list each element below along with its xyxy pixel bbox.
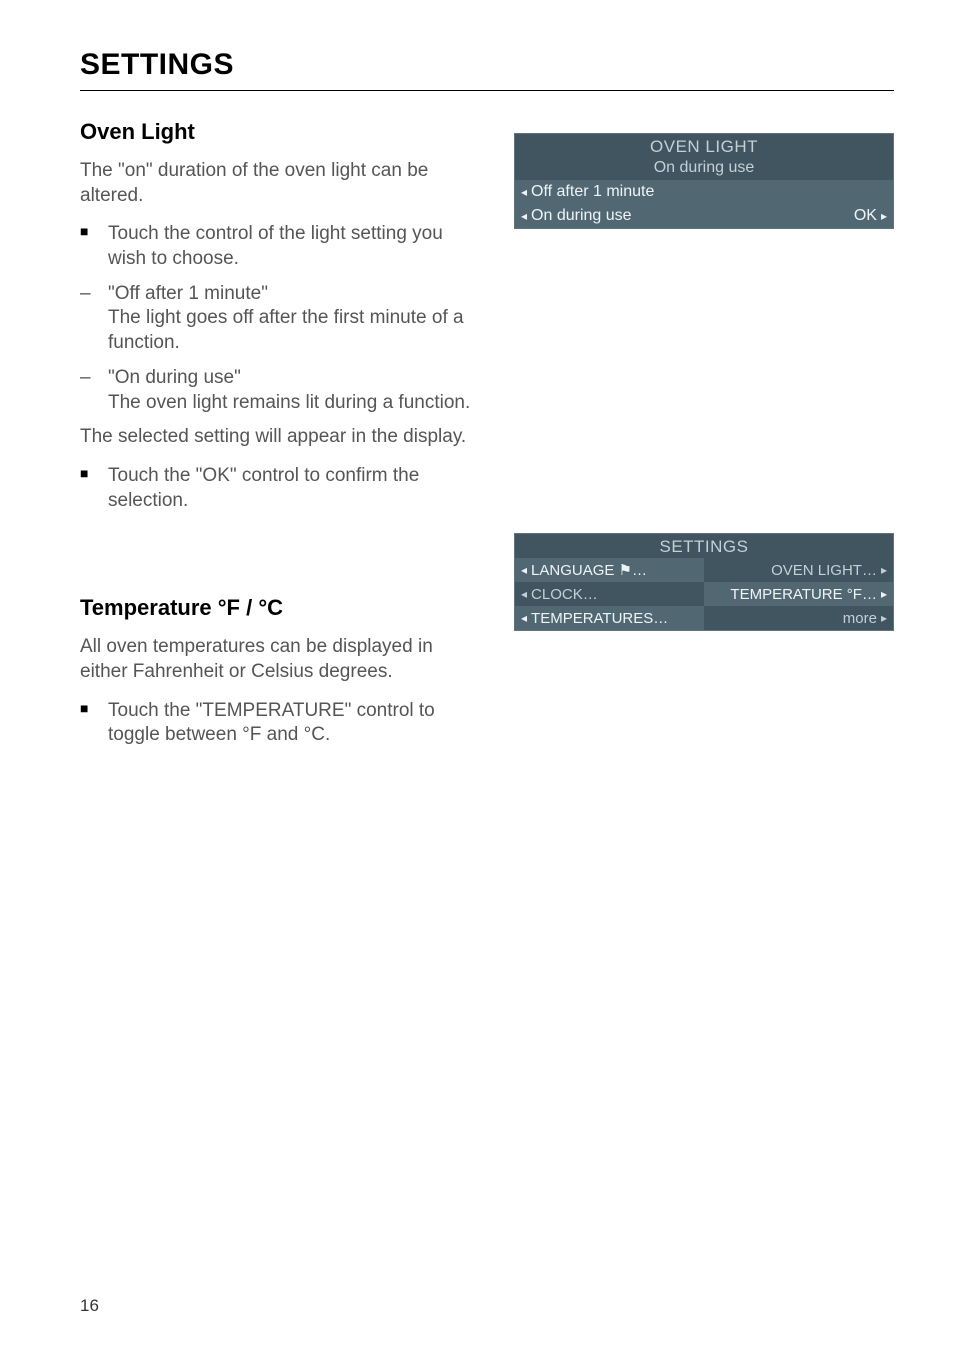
list-item-text: "Off after 1 minute" [108,283,268,304]
content-columns: Oven Light The "on" duration of the oven… [80,119,894,758]
display-title: SETTINGS [515,534,893,558]
oven-light-display: OVEN LIGHT On during use ◂ Off after 1 m… [514,133,894,229]
list-item-text: Touch the control of the light setting y… [108,223,443,269]
list-item-text: Touch the "OK" control to confirm the se… [108,465,419,511]
list-item-text: "On during use" [108,367,241,388]
settings-row: ◂ LANGUAGE ⚑… OVEN LIGHT… ▸ [515,558,893,582]
intro-text: The "on" duration of the oven light can … [80,159,480,208]
settings-row: ◂ CLOCK… TEMPERATURE °F… ▸ [515,582,893,606]
item-label: OVEN LIGHT… [767,562,881,579]
section-heading: Oven Light [80,119,480,145]
spacer [514,229,894,529]
triangle-right-icon: ▸ [881,210,887,222]
section-oven-light: Oven Light The "on" duration of the oven… [80,119,480,513]
item-label: TEMPERATURE °F… [726,586,881,603]
list-item-text: Touch the "TEMPERATURE" control to toggl… [108,700,435,746]
list-item-sub: The oven light remains lit during a func… [108,391,480,416]
list-item: Touch the "OK" control to confirm the se… [80,464,480,513]
list-item: "Off after 1 minute" The light goes off … [80,282,480,356]
instruction-list: Touch the "TEMPERATURE" control to toggl… [80,699,480,748]
spacer [514,119,894,127]
item-label: more [839,610,881,627]
settings-row: ◂ TEMPERATURES… more ▸ [515,606,893,630]
settings-item-language[interactable]: ◂ LANGUAGE ⚑… [515,558,704,582]
display-subtitle: On during use [515,158,893,180]
settings-item-temperature[interactable]: TEMPERATURE °F… ▸ [704,582,893,606]
triangle-right-icon: ▸ [881,612,887,624]
display-title: OVEN LIGHT [515,134,893,158]
confirm-list: Touch the "OK" control to confirm the se… [80,464,480,513]
ok-label[interactable]: OK [850,207,881,225]
instruction-list: Touch the control of the light setting y… [80,222,480,415]
page-number: 16 [80,1296,99,1316]
option-label: On during use [527,207,850,225]
triangle-right-icon: ▸ [881,564,887,576]
settings-item-more[interactable]: more ▸ [704,606,893,630]
right-column: OVEN LIGHT On during use ◂ Off after 1 m… [514,119,894,758]
settings-item-oven-light[interactable]: OVEN LIGHT… ▸ [704,558,893,582]
item-label: LANGUAGE ⚑… [527,561,698,579]
page-title: SETTINGS [80,48,894,91]
list-item-sub: The light goes off after the first minut… [108,306,480,355]
left-column: Oven Light The "on" duration of the oven… [80,119,480,758]
item-label: CLOCK… [527,586,698,603]
option-label: Off after 1 minute [527,183,879,201]
intro-text: All oven temperatures can be displayed i… [80,635,480,684]
list-item: Touch the "TEMPERATURE" control to toggl… [80,699,480,748]
settings-item-temperatures[interactable]: ◂ TEMPERATURES… [515,606,704,630]
settings-item-clock[interactable]: ◂ CLOCK… [515,582,704,606]
display-option-row[interactable]: ◂ On during use OK ▸ [515,204,893,228]
settings-display: SETTINGS ◂ LANGUAGE ⚑… OVEN LIGHT… ▸ ◂ C… [514,533,894,631]
section-temperature: Temperature °F / °C All oven temperature… [80,595,480,748]
after-text: The selected setting will appear in the … [80,425,480,450]
section-heading: Temperature °F / °C [80,595,480,621]
list-item: "On during use" The oven light remains l… [80,366,480,415]
list-item: Touch the control of the light setting y… [80,222,480,271]
triangle-right-icon: ▸ [881,588,887,600]
item-label: TEMPERATURES… [527,610,698,627]
display-option-row[interactable]: ◂ Off after 1 minute [515,180,893,204]
